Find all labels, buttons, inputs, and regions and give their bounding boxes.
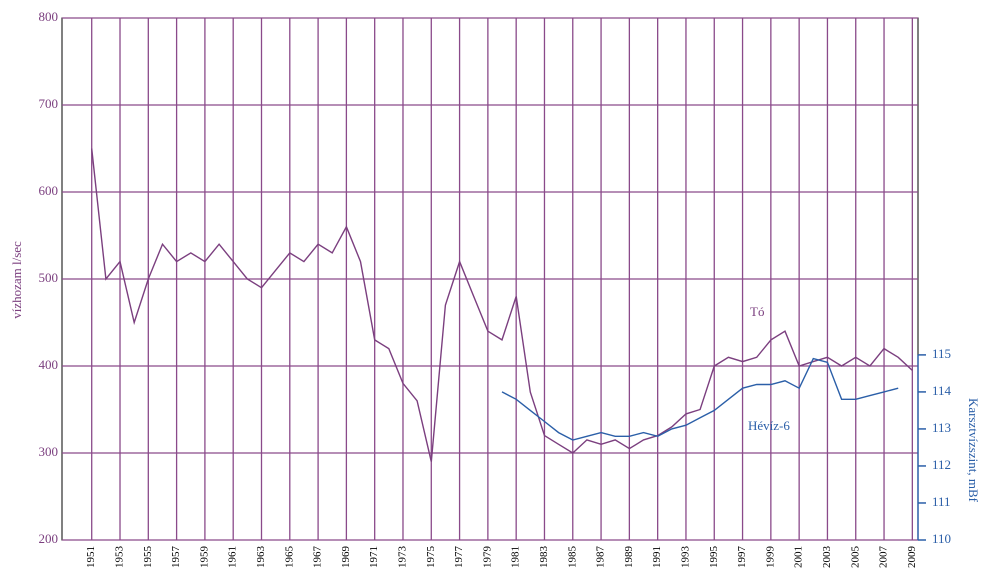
- x-tick-label: 1977: [453, 546, 465, 569]
- y2-tick-label: 110: [932, 531, 951, 546]
- y2-tick-label: 115: [932, 346, 951, 361]
- x-tick-label: 1971: [368, 546, 380, 568]
- x-tick-label: 1983: [538, 546, 550, 569]
- x-tick-label: 2005: [849, 546, 861, 569]
- series-line: [501, 357, 899, 441]
- x-tick-label: 1979: [481, 546, 493, 569]
- x-tick-label: 1975: [425, 546, 437, 569]
- x-tick-label: 1993: [679, 546, 691, 569]
- x-tick-label: 1981: [510, 546, 522, 568]
- x-tick-label: 1989: [623, 546, 635, 569]
- x-tick-label: 1999: [764, 546, 776, 569]
- x-tick-label: 1951: [85, 546, 97, 568]
- y2-tick-label: 112: [932, 457, 951, 472]
- x-tick-label: 1991: [651, 546, 663, 568]
- x-tick-label: 1987: [595, 546, 607, 569]
- y-tick-label: 500: [39, 270, 59, 285]
- y-tick-label: 400: [39, 357, 59, 372]
- y2-axis-label: Karsztvízszint, mBf: [966, 398, 981, 503]
- x-tick-label: 1955: [142, 546, 154, 569]
- y2-tick-label: 113: [932, 420, 951, 435]
- x-tick-label: 2003: [821, 546, 833, 569]
- series-label: Tó: [750, 304, 764, 319]
- x-tick-label: 1961: [227, 546, 239, 568]
- x-tick-label: 1985: [566, 546, 578, 569]
- x-tick-label: 1957: [170, 546, 182, 569]
- y2-tick-label: 111: [932, 494, 951, 509]
- series-line: [91, 148, 913, 462]
- x-tick-label: 2009: [906, 546, 918, 569]
- y-tick-label: 800: [39, 9, 59, 24]
- y-tick-label: 600: [39, 183, 59, 198]
- y-tick-label: 700: [39, 96, 59, 111]
- x-tick-label: 1973: [397, 546, 409, 569]
- x-tick-label: 1995: [708, 546, 720, 569]
- x-tick-label: 1997: [736, 546, 748, 569]
- y-axis-label: vízhozam l/sec: [9, 241, 24, 319]
- series-label: Hévíz-6: [748, 418, 790, 433]
- x-tick-label: 2001: [793, 546, 805, 568]
- y-tick-label: 300: [39, 444, 59, 459]
- x-tick-label: 1965: [283, 546, 295, 569]
- x-tick-label: 1953: [114, 546, 126, 569]
- x-tick-label: 2007: [878, 546, 890, 569]
- x-tick-label: 1967: [312, 546, 324, 569]
- x-tick-label: 1969: [340, 546, 352, 569]
- x-tick-label: 1963: [255, 546, 267, 569]
- y2-tick-label: 114: [932, 383, 952, 398]
- x-tick-label: 1959: [198, 546, 210, 569]
- y-tick-label: 200: [39, 531, 59, 546]
